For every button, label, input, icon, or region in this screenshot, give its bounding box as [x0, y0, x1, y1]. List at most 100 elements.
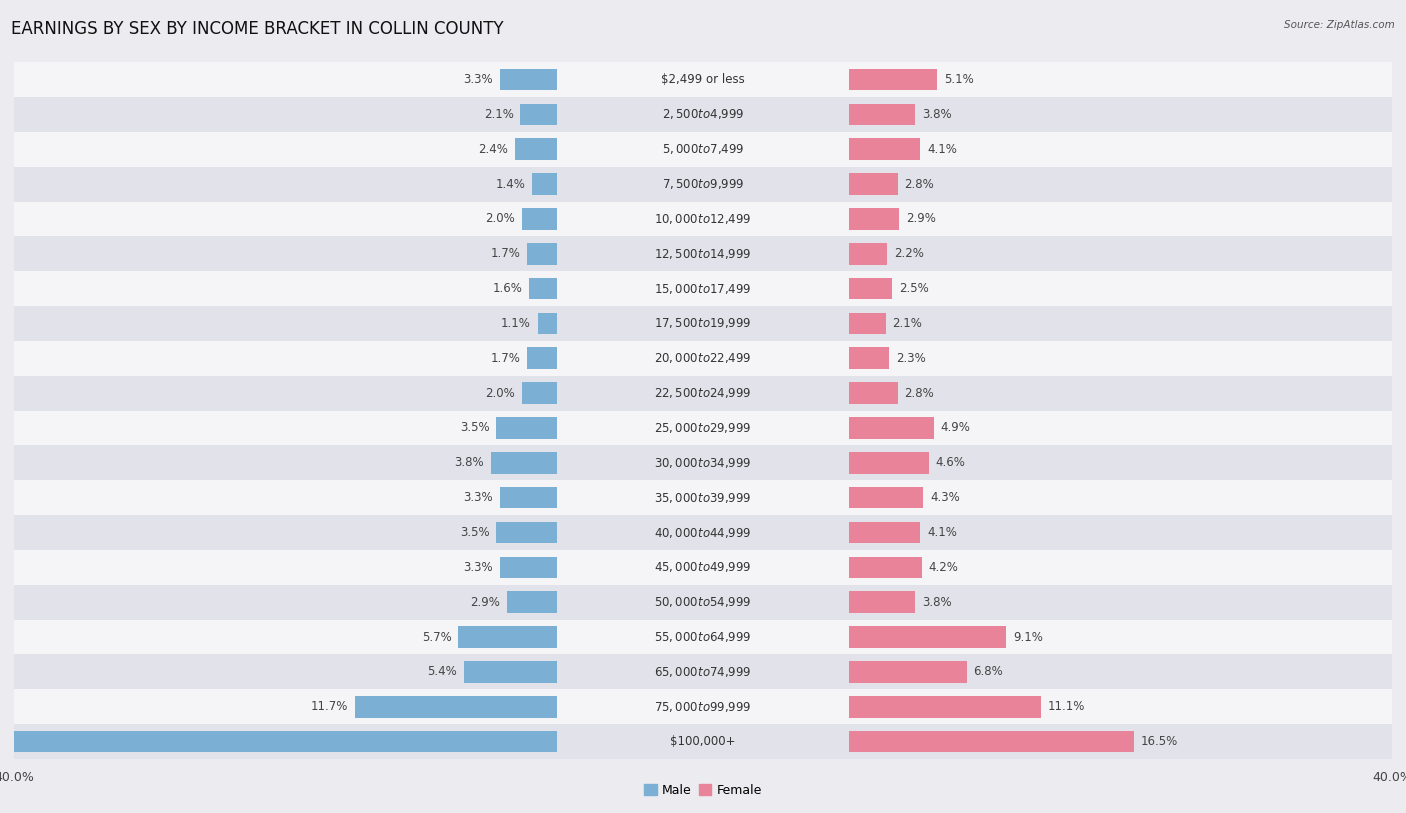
Text: $10,000 to $12,499: $10,000 to $12,499 [654, 212, 752, 226]
Text: $17,500 to $19,999: $17,500 to $19,999 [654, 316, 752, 330]
Bar [849, 487, 924, 508]
Text: 5.7%: 5.7% [422, 631, 451, 644]
Text: 2.3%: 2.3% [896, 352, 925, 365]
Bar [14, 62, 1392, 97]
Text: $2,500 to $4,999: $2,500 to $4,999 [662, 107, 744, 121]
Text: 2.2%: 2.2% [894, 247, 924, 260]
Bar [527, 243, 557, 264]
Text: 2.1%: 2.1% [484, 108, 513, 121]
Text: 6.8%: 6.8% [973, 665, 1002, 678]
Text: $65,000 to $74,999: $65,000 to $74,999 [654, 665, 752, 679]
Text: $100,000+: $100,000+ [671, 735, 735, 748]
Text: 2.4%: 2.4% [478, 143, 509, 156]
Text: 2.9%: 2.9% [907, 212, 936, 225]
Text: 4.9%: 4.9% [941, 421, 970, 434]
Text: 3.3%: 3.3% [463, 561, 494, 574]
Text: $7,500 to $9,999: $7,500 to $9,999 [662, 177, 744, 191]
Bar [849, 208, 900, 230]
Bar [14, 620, 1392, 654]
Bar [520, 103, 557, 125]
Bar [14, 202, 1392, 237]
Text: 3.5%: 3.5% [460, 421, 489, 434]
Bar [14, 550, 1392, 585]
Bar [849, 103, 915, 125]
Text: 11.1%: 11.1% [1047, 700, 1085, 713]
Bar [496, 417, 557, 439]
Text: $2,499 or less: $2,499 or less [661, 73, 745, 86]
Text: 3.3%: 3.3% [463, 491, 494, 504]
Bar [849, 522, 920, 543]
Text: $40,000 to $44,999: $40,000 to $44,999 [654, 525, 752, 540]
Text: 1.6%: 1.6% [492, 282, 522, 295]
Text: 1.4%: 1.4% [496, 177, 526, 190]
Bar [522, 208, 557, 230]
Text: 1.7%: 1.7% [491, 247, 520, 260]
Bar [14, 97, 1392, 132]
Text: 4.2%: 4.2% [928, 561, 959, 574]
Bar [14, 689, 1392, 724]
Bar [849, 173, 897, 195]
Bar [356, 696, 557, 718]
Text: 9.1%: 9.1% [1012, 631, 1043, 644]
Bar [849, 696, 1040, 718]
Text: EARNINGS BY SEX BY INCOME BRACKET IN COLLIN COUNTY: EARNINGS BY SEX BY INCOME BRACKET IN COL… [11, 20, 503, 38]
Bar [14, 376, 1392, 411]
Bar [491, 452, 557, 474]
Bar [849, 138, 920, 160]
Text: 2.0%: 2.0% [485, 387, 515, 400]
Text: $20,000 to $22,499: $20,000 to $22,499 [654, 351, 752, 365]
Bar [14, 515, 1392, 550]
Bar [849, 557, 922, 578]
Text: $5,000 to $7,499: $5,000 to $7,499 [662, 142, 744, 156]
Bar [849, 452, 928, 474]
Text: 3.8%: 3.8% [922, 596, 952, 609]
Bar [14, 237, 1392, 272]
Bar [458, 626, 557, 648]
Text: $25,000 to $29,999: $25,000 to $29,999 [654, 421, 752, 435]
Text: 11.7%: 11.7% [311, 700, 349, 713]
Text: 2.8%: 2.8% [904, 387, 934, 400]
Text: 3.8%: 3.8% [922, 108, 952, 121]
Bar [14, 480, 1392, 515]
Bar [506, 591, 557, 613]
Text: 1.7%: 1.7% [491, 352, 520, 365]
Bar [14, 446, 1392, 480]
Bar [849, 243, 887, 264]
Bar [14, 585, 1392, 620]
Text: $55,000 to $64,999: $55,000 to $64,999 [654, 630, 752, 644]
Bar [14, 411, 1392, 446]
Text: $45,000 to $49,999: $45,000 to $49,999 [654, 560, 752, 574]
Text: $22,500 to $24,999: $22,500 to $24,999 [654, 386, 752, 400]
Text: 3.3%: 3.3% [463, 73, 494, 86]
Bar [522, 382, 557, 404]
Bar [496, 522, 557, 543]
Text: $50,000 to $54,999: $50,000 to $54,999 [654, 595, 752, 609]
Text: 2.0%: 2.0% [485, 212, 515, 225]
Bar [14, 272, 1392, 306]
Text: 4.3%: 4.3% [931, 491, 960, 504]
Bar [515, 138, 557, 160]
Bar [14, 306, 1392, 341]
Text: $30,000 to $34,999: $30,000 to $34,999 [654, 456, 752, 470]
Text: 16.5%: 16.5% [1140, 735, 1178, 748]
Bar [849, 347, 889, 369]
Bar [527, 347, 557, 369]
Bar [14, 654, 1392, 689]
Text: 2.8%: 2.8% [904, 177, 934, 190]
Text: 2.9%: 2.9% [470, 596, 499, 609]
Bar [849, 69, 938, 90]
Bar [499, 69, 557, 90]
Text: 2.5%: 2.5% [900, 282, 929, 295]
Bar [849, 382, 897, 404]
Text: 4.1%: 4.1% [927, 143, 956, 156]
Bar [533, 173, 557, 195]
Text: $15,000 to $17,499: $15,000 to $17,499 [654, 281, 752, 296]
Text: $35,000 to $39,999: $35,000 to $39,999 [654, 491, 752, 505]
Bar [529, 278, 557, 299]
Text: $75,000 to $99,999: $75,000 to $99,999 [654, 700, 752, 714]
Text: 5.1%: 5.1% [945, 73, 974, 86]
Text: 4.6%: 4.6% [935, 456, 966, 469]
Bar [499, 487, 557, 508]
Bar [849, 661, 966, 683]
Bar [849, 278, 893, 299]
